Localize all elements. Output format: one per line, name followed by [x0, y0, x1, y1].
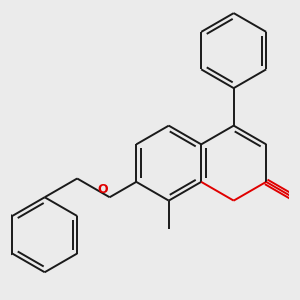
Text: O: O	[98, 183, 108, 196]
